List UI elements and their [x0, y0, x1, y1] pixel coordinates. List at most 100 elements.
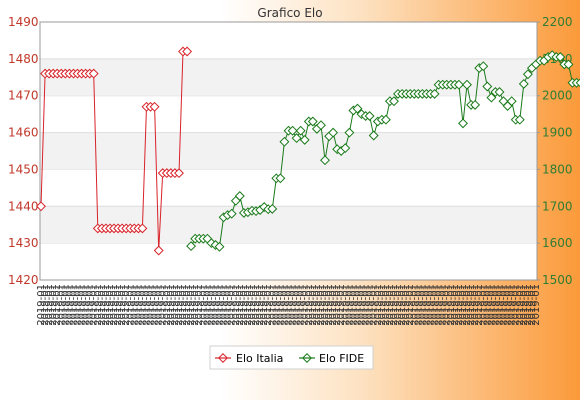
y-right-tick-label: 1700 — [542, 199, 573, 213]
legend-label-italia: Elo Italia — [236, 352, 283, 365]
elo-fide-point — [299, 134, 310, 145]
x-tick-label: 2019-01 — [182, 284, 193, 326]
x-tick-label: 2019-01 — [109, 284, 120, 326]
y-left-tick-label: 1490 — [8, 15, 39, 29]
x-tick-label: 2019-01 — [300, 284, 311, 326]
y-right-tick-label: 2200 — [542, 15, 573, 29]
elo-fide-point — [482, 81, 493, 92]
legend-label-fide: Elo FIDE — [319, 352, 364, 365]
x-tick-label: 2019-01 — [385, 284, 396, 326]
x-tick-label: 2019-01 — [365, 284, 376, 326]
x-tick-label: 2019-01 — [421, 284, 432, 326]
x-tick-label: 2019-01 — [344, 284, 355, 326]
x-tick-label: 2019-01 — [275, 284, 286, 326]
x-tick-label: 2019-01 — [129, 284, 140, 326]
grid-bands — [40, 21, 537, 280]
x-tick-label: 2019-01 — [267, 284, 278, 326]
x-tick-label: 2019-01 — [206, 284, 217, 326]
legend: Elo Italia Elo FIDE — [209, 345, 374, 370]
y-right-tick-label: 1900 — [542, 126, 573, 140]
grid-band — [40, 58, 537, 96]
x-tick-label: 2019-01 — [490, 284, 501, 326]
x-tick-label: 2019-01 — [466, 284, 477, 326]
x-tick-label: 2019-01 — [162, 284, 173, 326]
elo-fide-point — [486, 92, 497, 103]
x-tick-label: 2019-01 — [186, 284, 197, 326]
x-tick-label: 2019-01 — [125, 284, 136, 326]
x-tick-label: 2019-01 — [357, 284, 368, 326]
x-tick-label: 2019-01 — [97, 284, 108, 326]
x-tick-label: 2019-01 — [458, 284, 469, 326]
x-tick-label: 2019-01 — [503, 284, 514, 326]
y-axis-left: 1420 1430 1440 1450 1460 1470 1480 1490 — [8, 15, 39, 287]
x-tick-label: 2019-01 — [64, 284, 75, 326]
x-tick-label: 2019-01 — [259, 284, 270, 326]
x-tick-label: 2019-01 — [178, 284, 189, 326]
x-tick-label: 2019-01 — [369, 284, 380, 326]
x-tick-label: 2019-01 — [393, 284, 404, 326]
x-tick-label: 2019-01 — [60, 284, 71, 326]
x-tick-label: 2019-01 — [251, 284, 262, 326]
x-tick-label: 2019-01 — [279, 284, 290, 326]
x-tick-label: 2019-01 — [202, 284, 213, 326]
x-tick-label: 2019-01 — [146, 284, 157, 326]
elo-fide-point — [352, 103, 363, 114]
elo-fide-point — [295, 125, 306, 136]
x-tick-label: 2019-01 — [223, 284, 234, 326]
elo-fide-point — [316, 120, 326, 131]
chart-title: Grafico Elo — [257, 6, 322, 20]
elo-fide-point — [275, 173, 286, 184]
x-tick-label: 2019-01 — [154, 284, 165, 326]
x-tick-label: 2019-01 — [450, 284, 461, 326]
x-tick-label: 2019-01 — [40, 284, 51, 326]
x-tick-label: 2019-01 — [36, 284, 47, 326]
x-tick-label: 2019-01 — [271, 284, 282, 326]
elo-fide-point — [226, 208, 237, 219]
x-tick-label: 2019-01 — [85, 284, 96, 326]
x-tick-label: 2019-01 — [312, 284, 323, 326]
series-elo-fide — [186, 50, 580, 252]
x-tick-label: 2019-01 — [44, 284, 55, 326]
elo-italia-point — [36, 201, 46, 212]
x-tick-label: 2019-01 — [101, 284, 112, 326]
elo-fide-point — [518, 78, 529, 89]
elo-italia-point — [137, 223, 148, 234]
x-tick-label: 2019-01 — [474, 284, 485, 326]
x-tick-label: 2019-01 — [194, 284, 205, 326]
x-tick-label: 2019-01 — [174, 284, 185, 326]
x-tick-label: 2019-01 — [417, 284, 428, 326]
x-tick-label: 2019-01 — [377, 284, 388, 326]
x-tick-label: 2019-01 — [340, 284, 351, 326]
x-tick-label: 2019-01 — [401, 284, 412, 326]
elo-fide-point — [494, 87, 505, 97]
grid-band — [40, 132, 537, 170]
x-tick-label: 2019-01 — [486, 284, 497, 326]
x-tick-label: 2019-01 — [296, 284, 307, 326]
legend-marker-italia — [218, 353, 228, 363]
x-tick-label: 2019-01 — [141, 284, 152, 326]
elo-fide-point — [291, 133, 302, 144]
x-tick-label: 2019-01 — [158, 284, 169, 326]
elo-fide-point — [389, 96, 399, 107]
x-tick-label: 2019-01 — [89, 284, 100, 326]
x-tick-label: 2019-01 — [478, 284, 489, 326]
elo-fide-point — [340, 143, 351, 154]
x-tick-label: 2019-01 — [507, 284, 518, 326]
x-tick-label: 2019-01 — [434, 284, 445, 326]
x-tick-label: 2019-01 — [308, 284, 319, 326]
x-tick-label: 2019-01 — [255, 284, 266, 326]
elo-fide-point — [364, 111, 375, 121]
x-axis: 2019-012019-012019-012019-012019-012019-… — [36, 284, 542, 326]
elo-italia-point — [88, 68, 99, 79]
elo-fide-point — [287, 125, 298, 136]
y-right-tick-label: 1800 — [542, 162, 573, 176]
elo-fide-point — [320, 155, 330, 166]
x-tick-label: 2019-01 — [332, 284, 343, 326]
x-tick-label: 2019-01 — [292, 284, 303, 326]
elo-fide-point — [214, 241, 225, 252]
x-tick-label: 2019-01 — [150, 284, 161, 326]
x-tick-label: 2019-01 — [454, 284, 465, 326]
elo-fide-point — [555, 52, 566, 62]
x-tick-label: 2019-01 — [515, 284, 526, 326]
